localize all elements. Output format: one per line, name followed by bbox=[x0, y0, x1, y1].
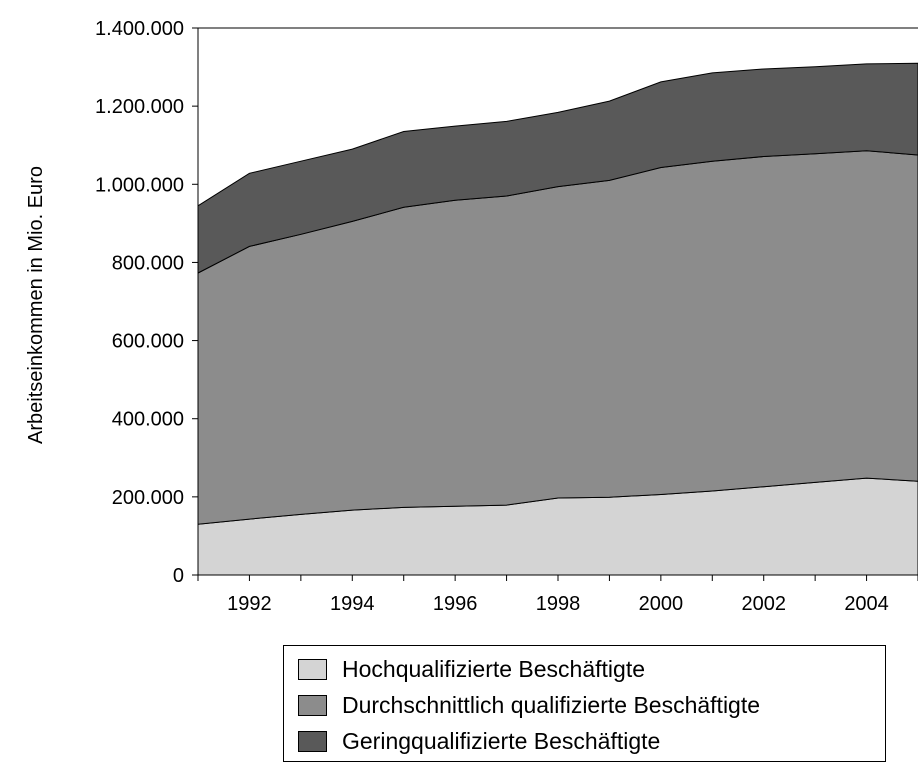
legend-item-durchschnittlich: Durchschnittlich qualifizierte Beschäfti… bbox=[298, 690, 760, 720]
x-tick-label: 2002 bbox=[741, 593, 786, 615]
legend-label-geringqualifiziert: Geringqualifizierte Beschäftigte bbox=[342, 727, 661, 754]
x-tick-label: 1992 bbox=[227, 593, 272, 615]
x-tick-label: 1998 bbox=[536, 593, 581, 615]
y-tick-label: 0 bbox=[173, 565, 184, 587]
y-tick-label: 600.000 bbox=[112, 331, 184, 353]
area-series-group bbox=[197, 62, 918, 576]
area-series-2 bbox=[197, 62, 918, 274]
y-axis-label: Arbeitseinkommen in Mio. Euro bbox=[25, 166, 47, 444]
legend-item-hochqualifiziert: Hochqualifizierte Beschäftigte bbox=[298, 654, 645, 684]
legend-label-durchschnittlich: Durchschnittlich qualifizierte Beschäfti… bbox=[342, 691, 761, 718]
y-tick-label: 1.400.000 bbox=[95, 18, 184, 40]
y-tick-label: 1.000.000 bbox=[95, 174, 184, 196]
y-tick-label: 400.000 bbox=[112, 409, 184, 431]
x-tick-label: 1996 bbox=[433, 593, 478, 615]
y-tick-label: 1.200.000 bbox=[95, 96, 184, 118]
axes-group: 0 200.000 400.000 600.000 800.000 1.000.000 1.… bbox=[95, 18, 918, 615]
legend-swatch-geringqualifiziert bbox=[298, 730, 327, 752]
legend-swatch-durchschnittlich bbox=[298, 694, 327, 716]
x-tick-label: 2004 bbox=[844, 593, 889, 615]
y-tick-label: 800.000 bbox=[112, 252, 184, 274]
legend-label-hochqualifiziert: Hochqualifizierte Beschäftigte bbox=[342, 655, 645, 682]
legend-swatch-hochqualifiziert bbox=[298, 658, 327, 680]
x-tick-label: 2000 bbox=[639, 593, 684, 615]
x-tick-label: 1994 bbox=[330, 593, 375, 615]
legend: Hochqualifizierte Beschäftigte Durchschn… bbox=[283, 645, 886, 762]
legend-item-geringqualifiziert: Geringqualifizierte Beschäftigte bbox=[298, 726, 660, 756]
y-tick-label: 200.000 bbox=[112, 487, 184, 509]
stacked-area-chart: 0 200.000 400.000 600.000 800.000 1.000.000 1.… bbox=[25, 18, 918, 615]
